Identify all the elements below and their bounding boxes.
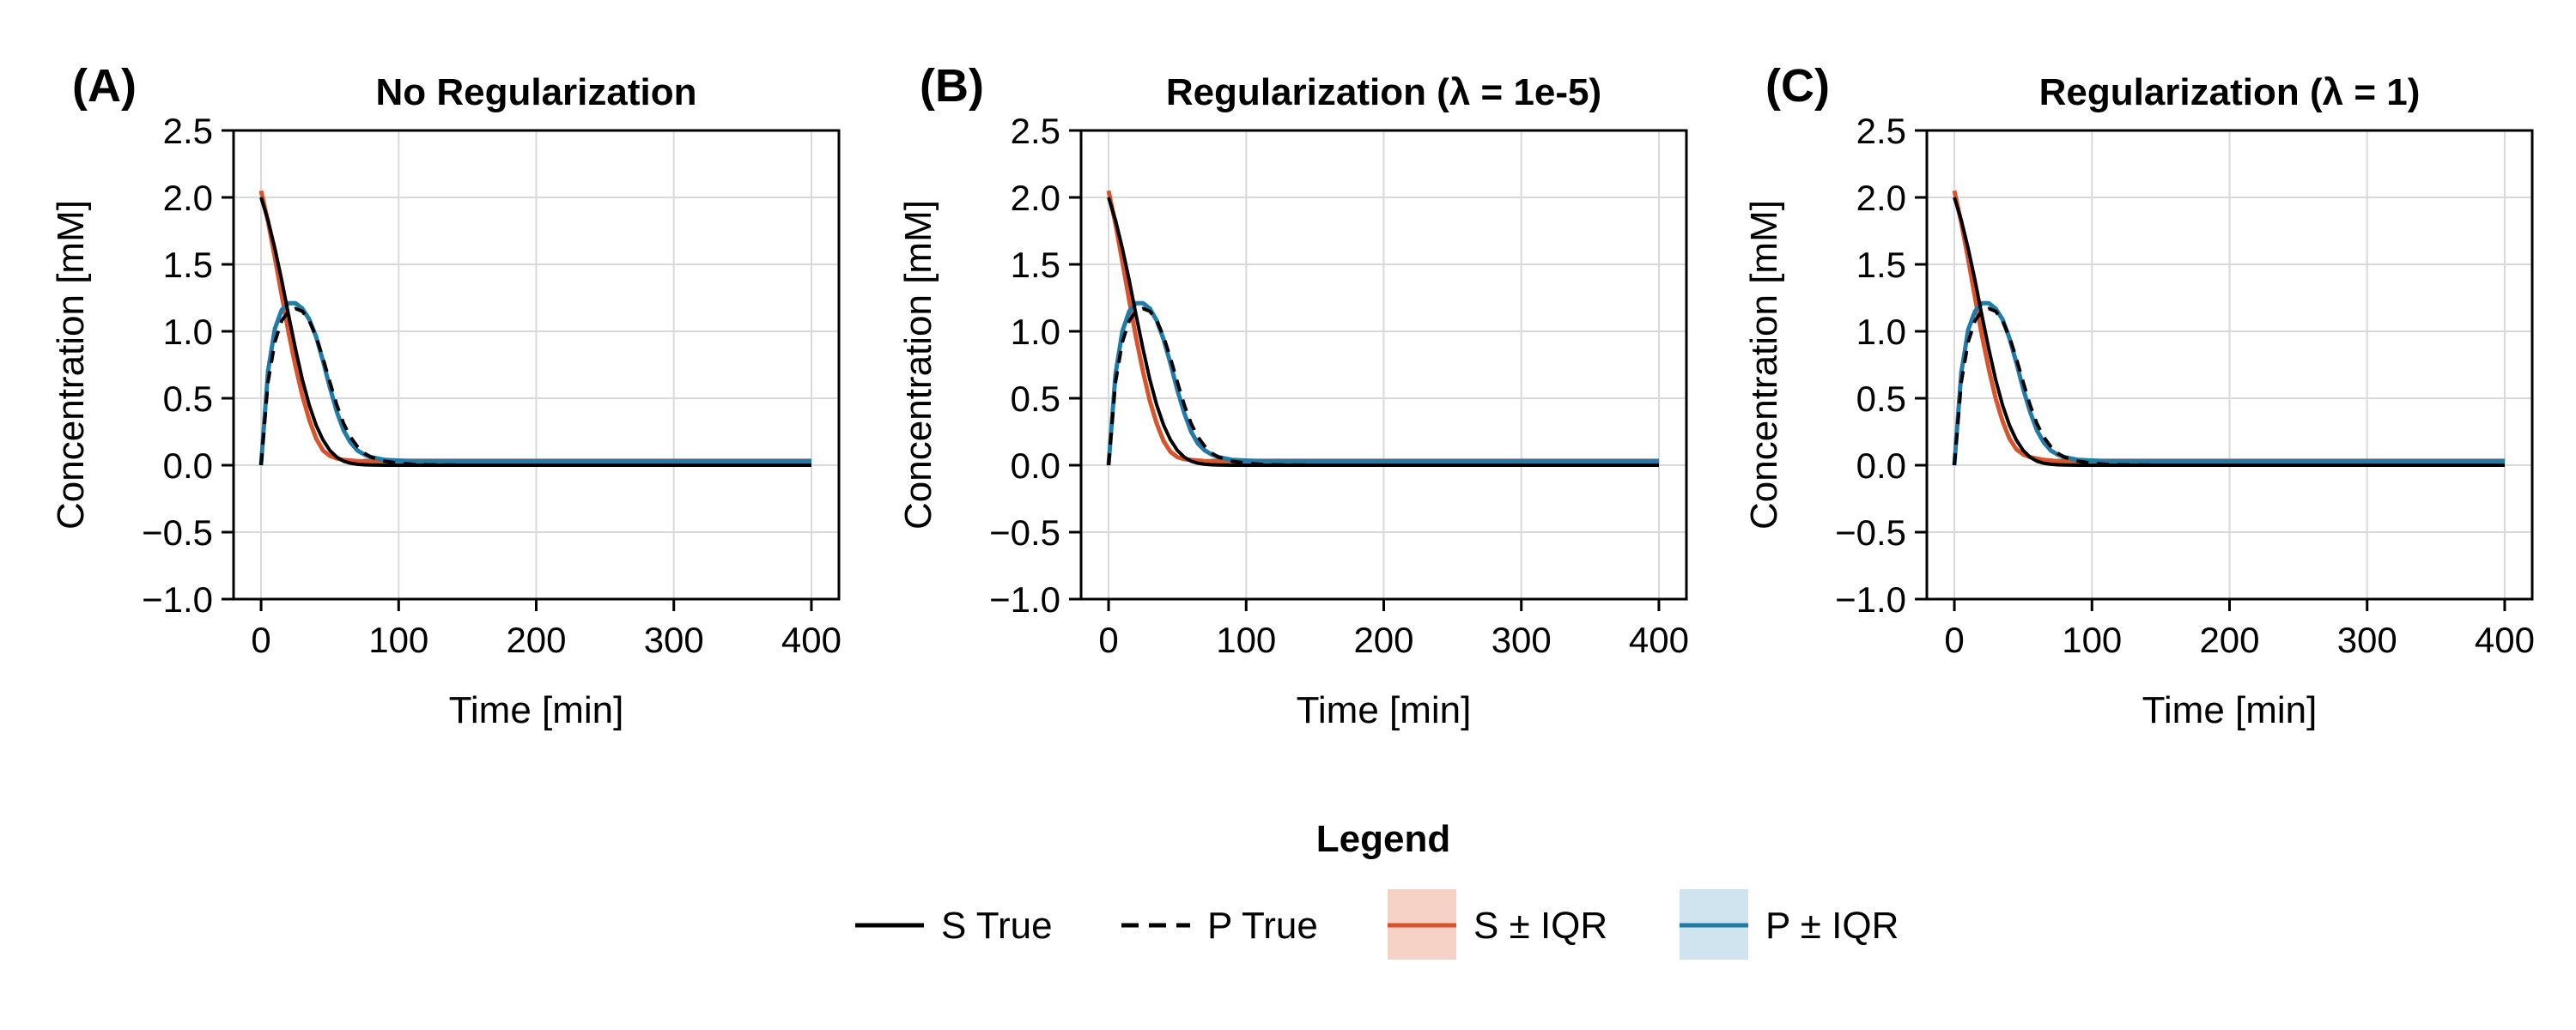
legend-label-p-iqr: P ± IQR — [1765, 905, 1899, 947]
x-tick-label: 400 — [1629, 620, 1689, 660]
x-axis-label: Time [min] — [2142, 689, 2318, 731]
series-line-p-true — [1107, 306, 1659, 467]
panel-letter: (C) — [1765, 60, 1830, 112]
y-axis-label: Concentration [mM] — [1743, 200, 1785, 530]
x-tick-label: 200 — [1353, 620, 1413, 660]
legend-label-s-true: S True — [941, 905, 1053, 947]
legend-label-p-true: P True — [1207, 905, 1318, 947]
legend-item-p-iqr: P ± IQR — [1680, 889, 1899, 960]
y-tick-label: −1.0 — [142, 579, 213, 620]
x-tick-label: 300 — [644, 620, 704, 660]
y-tick-label: 0.0 — [1856, 445, 1906, 486]
panel-letter: (A) — [72, 60, 137, 112]
y-tick-label: 0.5 — [163, 379, 213, 419]
y-tick-label: −1.0 — [989, 579, 1060, 620]
series-line-p-true — [1953, 306, 2505, 467]
y-tick-label: −0.5 — [989, 512, 1060, 553]
panel-title: Regularization (λ = 1e-5) — [1166, 71, 1601, 113]
y-tick-label: 0.0 — [163, 445, 213, 486]
x-tick-label: 300 — [1492, 620, 1552, 660]
chart-panels: 0 100 200 300 400 −1.0 −0.5 0.0 0.5 1.0 1.5 2.0 2.5 T… — [50, 60, 2535, 731]
legend-item-s-iqr: S ± IQR — [1388, 889, 1607, 960]
y-tick-label: 1.0 — [1856, 312, 1906, 352]
x-tick-label: 200 — [2199, 620, 2259, 660]
panel-b: 0 100 200 300 400 −1.0 −0.5 0.0 0.5 1.0 1.5 2.0 2.5 T… — [897, 60, 1689, 731]
legend-label-s-iqr: S ± IQR — [1473, 905, 1607, 947]
y-tick-label: −1.0 — [1835, 579, 1906, 620]
x-tick-label: 100 — [368, 620, 428, 660]
x-tick-label: 200 — [506, 620, 566, 660]
y-tick-label: 2.0 — [1011, 178, 1060, 218]
x-tick-label: 300 — [2337, 620, 2397, 660]
y-tick-label: 1.5 — [1011, 245, 1060, 285]
panel-c: 0 100 200 300 400 −1.0 −0.5 0.0 0.5 1.0 1.5 2.0 2.5 T… — [1743, 60, 2535, 731]
legend-title: Legend — [1316, 818, 1450, 860]
y-tick-label: 1.0 — [163, 312, 213, 352]
x-tick-label: 100 — [2062, 620, 2122, 660]
y-tick-label: 2.0 — [163, 178, 213, 218]
y-tick-label: 1.5 — [163, 245, 213, 285]
panel-letter: (B) — [920, 60, 984, 112]
series-line-p-iqr — [258, 300, 811, 466]
y-axis-label: Concentration [mM] — [897, 200, 939, 530]
series-line-p-true — [259, 306, 811, 467]
y-tick-label: −0.5 — [142, 512, 213, 553]
y-tick-label: 0.5 — [1011, 379, 1060, 419]
series-line-p-iqr — [1952, 300, 2505, 466]
y-tick-label: 0.5 — [1856, 379, 1906, 419]
y-tick-label: 2.5 — [163, 111, 213, 151]
y-axis-label: Concentration [mM] — [50, 200, 92, 530]
y-tick-label: 2.0 — [1856, 178, 1906, 218]
x-tick-label: 0 — [251, 620, 270, 660]
y-tick-label: 2.5 — [1856, 111, 1906, 151]
panel-title: Regularization (λ = 1) — [2039, 71, 2421, 113]
x-tick-label: 0 — [1944, 620, 1964, 660]
x-tick-label: 100 — [1216, 620, 1276, 660]
y-tick-label: 1.5 — [1856, 245, 1906, 285]
panel-title: No Regularization — [375, 71, 696, 113]
x-tick-label: 400 — [2475, 620, 2535, 660]
y-tick-label: 1.0 — [1011, 312, 1060, 352]
y-tick-label: 2.5 — [1011, 111, 1060, 151]
legend-item-p-true: P True — [1121, 905, 1318, 947]
series-line-p-iqr — [1106, 300, 1659, 466]
legend-item-s-true: S True — [855, 905, 1053, 947]
x-axis-label: Time [min] — [449, 689, 624, 731]
x-tick-label: 0 — [1098, 620, 1118, 660]
panel-a: 0 100 200 300 400 −1.0 −0.5 0.0 0.5 1.0 1.5 2.0 2.5 T… — [50, 60, 841, 731]
legend: Legend S True P True S ± IQR P ± IQR — [855, 818, 1899, 960]
x-axis-label: Time [min] — [1297, 689, 1472, 731]
y-tick-label: −0.5 — [1835, 512, 1906, 553]
x-tick-label: 400 — [781, 620, 841, 660]
y-tick-label: 0.0 — [1011, 445, 1060, 486]
